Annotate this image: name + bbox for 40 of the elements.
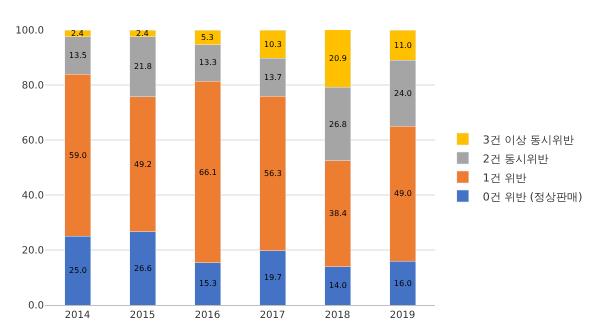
y-tick-label: 100.0 bbox=[15, 26, 44, 36]
legend-label: 3건 이상 동시위반 bbox=[482, 133, 574, 146]
data-label: 13.3 bbox=[199, 58, 217, 67]
data-label: 11.0 bbox=[394, 41, 412, 50]
legend-label: 2건 동시위반 bbox=[482, 152, 548, 166]
y-tick-label: 20.0 bbox=[22, 246, 44, 256]
data-label: 20.9 bbox=[329, 54, 347, 63]
data-label: 13.5 bbox=[69, 51, 87, 60]
y-tick-label: 0.0 bbox=[28, 300, 44, 312]
data-label: 2.4 bbox=[71, 29, 84, 38]
data-label: 26.8 bbox=[329, 120, 347, 129]
data-label: 59.0 bbox=[69, 151, 87, 160]
x-tick-label: 2015 bbox=[130, 310, 156, 321]
data-label: 24.0 bbox=[394, 89, 412, 98]
data-label: 15.3 bbox=[199, 279, 217, 288]
data-label: 56.3 bbox=[264, 169, 282, 178]
data-label: 49.0 bbox=[394, 189, 412, 198]
data-label: 49.2 bbox=[134, 160, 152, 169]
data-label: 2.4 bbox=[136, 29, 149, 38]
legend-label: 0건 위반 (정상판매) bbox=[482, 190, 582, 204]
x-tick-label: 2016 bbox=[194, 310, 220, 321]
data-label: 25.0 bbox=[69, 266, 87, 275]
x-tick-label: 2019 bbox=[390, 310, 416, 321]
data-label: 66.1 bbox=[199, 168, 217, 177]
data-label: 5.3 bbox=[201, 33, 214, 42]
data-label: 13.7 bbox=[264, 73, 282, 82]
x-tick-label: 2014 bbox=[64, 310, 90, 321]
data-label: 16.0 bbox=[394, 279, 412, 288]
data-label: 14.0 bbox=[329, 281, 347, 290]
x-tick-label: 2017 bbox=[260, 310, 286, 321]
y-tick-label: 80.0 bbox=[22, 80, 44, 92]
y-tick-label: 40.0 bbox=[22, 190, 44, 202]
y-tick-label: 60.0 bbox=[22, 136, 44, 146]
data-label: 21.8 bbox=[134, 62, 152, 71]
legend-label: 1건 위반 bbox=[482, 171, 526, 184]
data-label: 10.3 bbox=[264, 40, 282, 49]
data-label: 38.4 bbox=[329, 209, 347, 218]
x-tick-label: 2018 bbox=[324, 310, 350, 321]
data-label: 19.7 bbox=[264, 273, 282, 282]
data-label: 26.6 bbox=[134, 264, 152, 273]
